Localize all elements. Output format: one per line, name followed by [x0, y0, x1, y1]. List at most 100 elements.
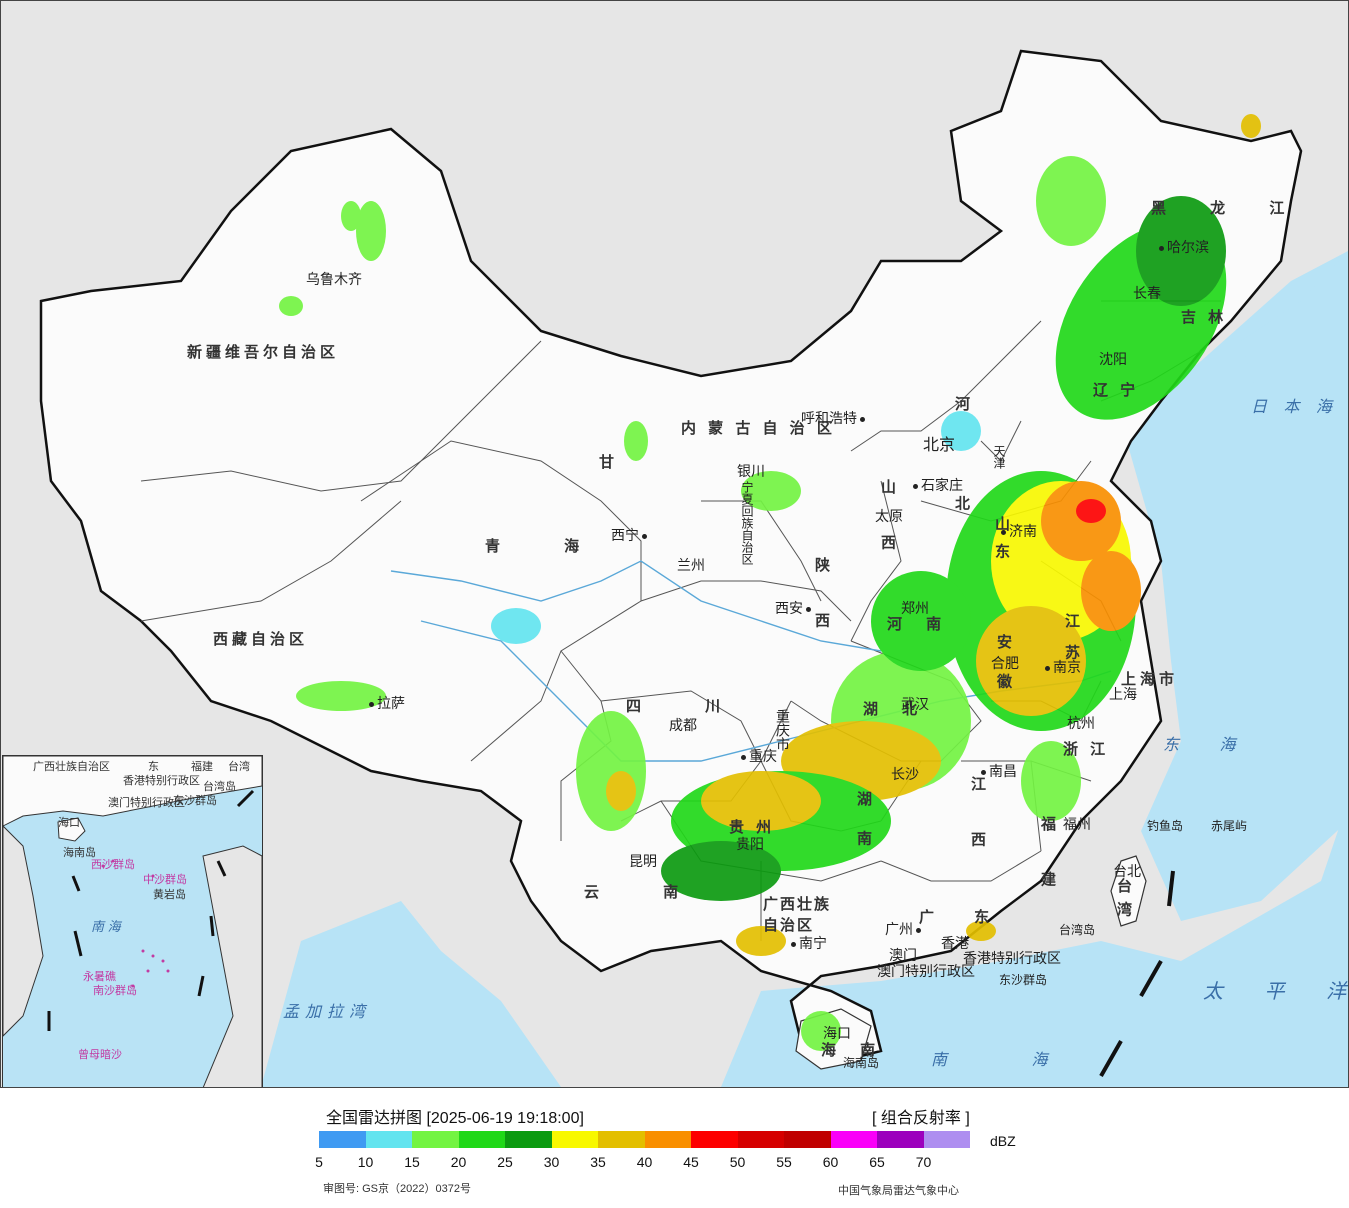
province-guangxi: 广西壮族自治区: [763, 896, 832, 934]
city-urumqi: 乌鲁木齐: [306, 271, 362, 287]
colorbar-tick: 50: [729, 1154, 746, 1170]
bengal-area: [261, 901, 561, 1087]
inset-land-west: [3, 825, 44, 1037]
province-jiangxi: 江 西: [969, 776, 986, 865]
province-hebei: 河 北: [953, 396, 970, 551]
colorbar-swatch-11: [830, 1131, 877, 1148]
taiwan-shape: [1110, 855, 1147, 927]
inset-label-xisha: 西沙群岛: [91, 859, 135, 871]
city-lhasa: 拉萨: [369, 693, 405, 713]
city-nanchang: 南昌: [981, 761, 1017, 781]
colorbar-tick: 10: [357, 1154, 374, 1170]
city-hohhot: 呼和浩特: [801, 408, 868, 428]
province-shanxi: 山 西: [879, 479, 896, 568]
province-ningxia: 宁夏回族自治区: [740, 481, 754, 565]
sea-east: 东 海: [1163, 737, 1254, 754]
radar-echoes: [279, 114, 1261, 1051]
sea-japan: 日 本 海: [1251, 399, 1338, 416]
province-guizhou: 贵 州: [729, 819, 776, 836]
city-haikou: 海口: [823, 1025, 851, 1041]
sea-south: 南 海: [931, 1052, 1088, 1069]
colorbar-swatch-10: [784, 1131, 831, 1148]
colorbar-swatch-1: [365, 1131, 412, 1148]
japan-sea-area: [1241, 251, 1348, 481]
map-canvas: [39, 49, 1348, 1087]
province-heilongjiang: 黑 龙 江: [1151, 200, 1305, 217]
province-hubei: 湖 北: [863, 701, 928, 718]
city-changsha: 长沙: [891, 766, 919, 782]
inset-label-guangxi: 广西壮族自治区: [33, 761, 110, 773]
colorbar-swatch-4: [505, 1131, 552, 1148]
city-wuhan: 武汉: [901, 696, 929, 712]
province-macau: 澳门特别行政区: [877, 963, 975, 979]
colorbar-swatch-12: [877, 1131, 924, 1148]
province-neimenggu: 内 蒙 古 自 治 区: [681, 420, 836, 437]
inset-label-taiwan: 台湾: [228, 761, 250, 773]
inset-islands: [101, 859, 170, 988]
inset-label-zhongsha: 中沙群岛: [143, 874, 187, 886]
province-fujian: 福 建: [1039, 816, 1056, 905]
colorbar-swatch-6: [598, 1131, 645, 1148]
province-hk: 香港特别行政区: [963, 950, 1061, 966]
island-chiwei: 赤尾屿: [1211, 819, 1248, 833]
legend-product: [ 组合反射率 ]: [872, 1110, 970, 1127]
province-hainan: 海 南: [821, 1042, 886, 1059]
boundary-marks: [1099, 870, 1175, 1077]
city-chongqing: 重庆: [741, 746, 777, 766]
province-xinjiang: 新疆维吾尔自治区: [187, 344, 340, 361]
city-nanning: 南宁: [791, 933, 827, 953]
inset-label-huangyan: 黄岩岛: [153, 889, 186, 901]
colorbar-tick: 35: [590, 1154, 606, 1170]
inset-label-macau: 澳门特别行政区: [108, 797, 185, 809]
province-zhejiang: 浙 江: [1063, 741, 1110, 758]
inset-label-south-sea: 南 海: [91, 919, 121, 934]
province-gansu: 甘: [599, 454, 619, 471]
city-xianggang: 香港: [941, 935, 969, 951]
province-qinghai: 青 海: [485, 538, 610, 555]
city-chengdu: 成都: [669, 717, 697, 733]
colorbar-swatch-0: [319, 1131, 366, 1148]
province-shanghai: 上海市: [1121, 671, 1179, 688]
province-yunnan: 云 南: [584, 884, 709, 901]
inset-dash-marks: [47, 789, 255, 1031]
colorbar-ticks: 5 10 15 20 25 30 35 40 45 50 55 60 65 70: [315, 1154, 969, 1172]
colorbar-swatch-9: [737, 1131, 784, 1148]
province-shandong: 山 东: [993, 516, 1010, 563]
colorbar: [319, 1131, 970, 1148]
province-henan: 河 南: [887, 616, 952, 633]
china-land: [39, 49, 1303, 1063]
province-liaoning: 辽 宁: [1093, 382, 1140, 399]
island-hainan: 海南岛: [843, 1056, 880, 1070]
colorbar-swatch-8: [691, 1131, 738, 1148]
city-taibei: 台北: [1113, 863, 1141, 879]
inset-label-yongshu: 永暑礁: [83, 971, 116, 983]
province-guangdong: 广 东: [919, 909, 1008, 926]
colorbar-tick: 65: [869, 1154, 885, 1170]
province-taiwan: 台 湾: [1115, 878, 1132, 919]
city-yinchuan: 银川: [737, 463, 765, 479]
city-shijiazhuang: 石家庄: [913, 475, 963, 495]
sea-area: [1091, 801, 1348, 1087]
province-xizang: 西藏自治区: [213, 631, 309, 648]
colorbar-swatch-13: [923, 1131, 970, 1148]
city-fuzhou: 福州: [1063, 816, 1091, 832]
inset-label-taiwan-island: 台湾岛: [203, 781, 236, 793]
province-anhui: 安 徽: [995, 634, 1012, 699]
city-aomen: 澳门: [889, 947, 917, 963]
province-hunan: 湖 南: [855, 791, 872, 856]
province-tianjin: 天津: [992, 445, 1006, 469]
province-jiangsu: 江 苏: [1063, 613, 1080, 666]
inset-land-east: [202, 845, 262, 1087]
inset-label-fujian: 福建: [191, 761, 213, 773]
province-shaanxi: 陕 西: [813, 557, 830, 646]
city-jinan: 济南: [1001, 521, 1037, 541]
colorbar-swatch-5: [551, 1131, 598, 1148]
city-taiyuan: 太原: [875, 508, 903, 524]
legend: 全国雷达拼图 [2025-06-19 19:18:00] [ 组合反射率 ] 5…: [0, 1088, 1349, 1208]
legend-unit: dBZ: [990, 1133, 1016, 1149]
inset-label-hk: 香港特别行政区: [123, 775, 200, 787]
colorbar-swatch-2: [412, 1131, 459, 1148]
inset-label-haikou: 海口: [58, 817, 80, 829]
colorbar-tick: 20: [450, 1154, 467, 1170]
colorbar-tick: 70: [915, 1154, 932, 1170]
